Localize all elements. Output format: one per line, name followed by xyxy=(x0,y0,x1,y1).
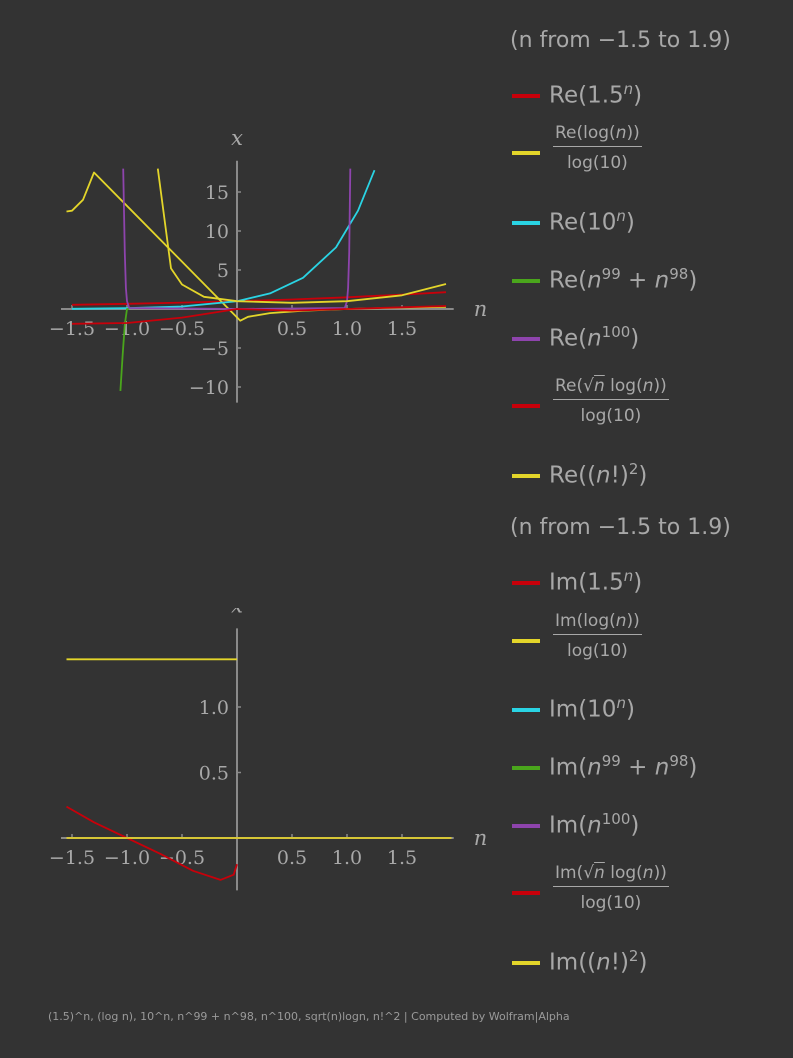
legend-label: Re(n99 + n98) xyxy=(549,265,698,294)
x-tick-label: 0.5 xyxy=(277,318,307,340)
legend-label: Re((n!)2) xyxy=(549,460,648,489)
y-tick-label: 0.5 xyxy=(199,763,229,785)
legend-swatch xyxy=(512,766,540,770)
series-line-6 xyxy=(66,805,238,881)
legend-swatch xyxy=(512,94,540,98)
x-tick-label: 0.5 xyxy=(277,847,307,869)
legend-label: Re(10n) xyxy=(549,207,635,236)
x-tick-label: 1.5 xyxy=(387,847,417,869)
legend-swatch xyxy=(512,708,540,712)
footer-attribution: (1.5)^n, (log n), 10^n, n^99 + n^98, n^1… xyxy=(48,1010,570,1023)
legend-swatch xyxy=(512,279,540,283)
legend-swatch xyxy=(512,221,540,225)
range-label-real: (n from −1.5 to 1.9) xyxy=(510,28,731,53)
legend-swatch xyxy=(512,474,540,478)
legend-label: Im(10n) xyxy=(549,694,635,723)
series-group xyxy=(66,658,452,881)
x-tick-label: 1.0 xyxy=(332,318,362,340)
legend-swatch xyxy=(512,151,540,155)
x-tick-label: 1.5 xyxy=(387,318,417,340)
legend-fraction: Im(log(n)) log(10) xyxy=(553,611,642,661)
x-tick-label: −0.5 xyxy=(159,847,205,869)
legend-label: Im(1.5n) xyxy=(549,567,643,596)
y-axis-label: x xyxy=(231,608,243,617)
legend-label: Im((n!)2) xyxy=(549,947,648,976)
legend-swatch xyxy=(512,337,540,341)
legend-swatch xyxy=(512,404,540,408)
legend-swatch xyxy=(512,961,540,965)
x-tick-label: −1.5 xyxy=(49,318,95,340)
series-group xyxy=(66,168,447,391)
legend-swatch xyxy=(512,891,540,895)
series-line-4 xyxy=(119,308,130,391)
y-tick-label: 5 xyxy=(217,260,229,282)
y-axis-label: x xyxy=(231,126,243,150)
y-tick-label: 15 xyxy=(205,182,229,204)
x-tick-label: −1.5 xyxy=(49,847,95,869)
legend-fraction: Im(√n log(n)) log(10) xyxy=(553,863,669,913)
series-line-6 xyxy=(71,305,447,325)
y-tick-label: 1.0 xyxy=(199,697,229,719)
legend-label: Re(n100) xyxy=(549,323,640,352)
imaginary-part-plot: −1.5 −1.0 −0.5 0.5 1.0 1.5 1.0 0.5 n x xyxy=(49,608,488,891)
series-line-1 xyxy=(71,291,447,306)
x-tick-label: −0.5 xyxy=(159,318,205,340)
legend-fraction: Re(log(n)) log(10) xyxy=(553,123,642,173)
legend-swatch xyxy=(512,581,540,585)
y-tick-label: −5 xyxy=(201,338,229,360)
legend-label: Re(1.5n) xyxy=(549,80,643,109)
legend-fraction: Re(√n log(n)) log(10) xyxy=(553,376,669,426)
x-axis-label: n xyxy=(474,297,488,321)
legend-label: Im(n99 + n98) xyxy=(549,752,698,781)
y-tick-label: −10 xyxy=(189,377,229,399)
x-tick-label: 1.0 xyxy=(332,847,362,869)
legend-swatch xyxy=(512,824,540,828)
legend-label: Im(n100) xyxy=(549,810,640,839)
x-tick-label: −1.0 xyxy=(104,847,150,869)
series-line-7 xyxy=(156,168,447,304)
legend-swatch xyxy=(512,639,540,643)
y-tick-label: 10 xyxy=(205,221,229,243)
range-label-imaginary: (n from −1.5 to 1.9) xyxy=(510,515,731,540)
x-axis-label: n xyxy=(474,826,488,850)
